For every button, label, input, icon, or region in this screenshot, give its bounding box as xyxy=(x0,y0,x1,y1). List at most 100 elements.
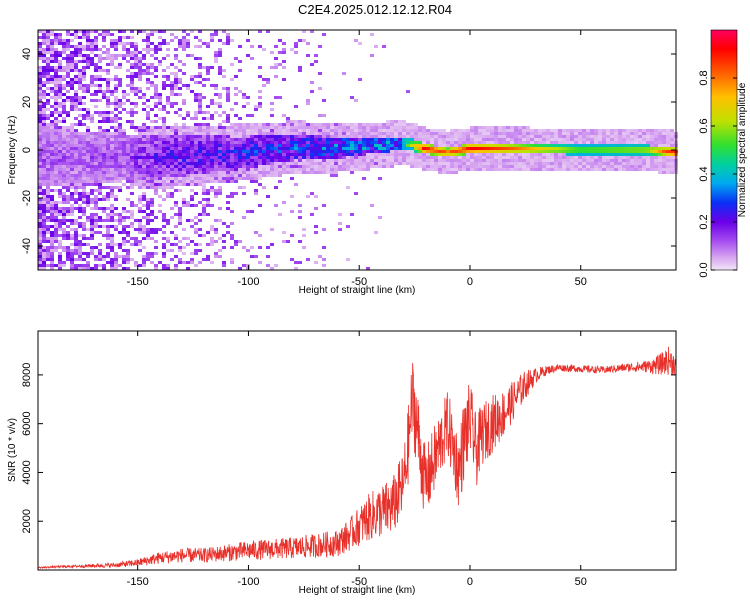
heatmap-cell xyxy=(618,132,622,135)
heatmap-cell xyxy=(282,141,286,144)
heatmap-cell xyxy=(42,30,46,33)
heatmap-cell xyxy=(146,33,150,36)
heatmap-cell xyxy=(114,264,118,267)
heatmap-cell xyxy=(266,132,270,135)
heatmap-cell xyxy=(218,165,222,168)
heatmap-cell xyxy=(194,168,198,171)
heatmap-cell xyxy=(70,54,74,57)
heatmap-cell xyxy=(54,153,58,156)
heatmap-cell xyxy=(138,63,142,66)
heatmap-cell xyxy=(166,132,170,135)
heatmap-cell xyxy=(126,111,130,114)
heatmap-cell xyxy=(90,168,94,171)
heatmap-cell xyxy=(554,156,558,159)
heatmap-cell xyxy=(466,129,470,132)
heatmap-cell xyxy=(46,144,50,147)
heatmap-cell xyxy=(178,162,182,165)
heatmap-cell xyxy=(74,228,78,231)
heatmap-cell xyxy=(666,144,670,147)
heatmap-cell xyxy=(518,150,522,153)
heatmap-cell xyxy=(74,267,78,270)
heatmap-cell xyxy=(298,129,302,132)
heatmap-cell xyxy=(502,138,506,141)
heatmap-cell xyxy=(274,75,278,78)
heatmap-cell xyxy=(114,141,118,144)
heatmap-cell xyxy=(46,30,50,33)
heatmap-cell xyxy=(666,150,670,153)
heatmap-cell xyxy=(126,258,130,261)
heatmap-cell xyxy=(486,162,490,165)
heatmap-cell xyxy=(114,261,118,264)
heatmap-cell xyxy=(158,144,162,147)
heatmap-cell xyxy=(314,171,318,174)
heatmap-cell xyxy=(42,267,46,270)
heatmap-cell xyxy=(138,219,142,222)
heatmap-cell xyxy=(498,147,502,150)
heatmap-cell xyxy=(486,153,490,156)
heatmap-cell xyxy=(574,168,578,171)
heatmap-cell xyxy=(514,132,518,135)
heatmap-cell xyxy=(158,210,162,213)
heatmap-cell xyxy=(478,165,482,168)
heatmap-cell xyxy=(98,99,102,102)
heatmap-cell xyxy=(58,36,62,39)
heatmap-cell xyxy=(550,165,554,168)
heatmap-cell xyxy=(238,153,242,156)
heatmap-cell xyxy=(518,153,522,156)
heatmap-cell xyxy=(90,153,94,156)
heatmap-cell xyxy=(190,141,194,144)
heatmap-cell xyxy=(634,153,638,156)
heatmap-cell xyxy=(186,261,190,264)
heatmap-cell xyxy=(70,192,74,195)
heatmap-cell xyxy=(230,141,234,144)
heatmap-cell xyxy=(82,198,86,201)
heatmap-cell xyxy=(350,129,354,132)
heatmap-cell xyxy=(434,147,438,150)
heatmap-cell xyxy=(134,243,138,246)
heatmap-cell xyxy=(150,177,154,180)
heatmap-cell xyxy=(190,78,194,81)
heatmap-cell xyxy=(290,120,294,123)
heatmap-cell xyxy=(198,57,202,60)
heatmap-cell xyxy=(614,165,618,168)
heatmap-cell xyxy=(62,117,66,120)
heatmap-cell xyxy=(62,135,66,138)
heatmap-cell xyxy=(138,168,142,171)
heatmap-cell xyxy=(46,249,50,252)
heatmap-cell xyxy=(154,45,158,48)
heatmap-cell xyxy=(486,138,490,141)
heatmap-cell xyxy=(78,234,82,237)
heatmap-cell xyxy=(110,159,114,162)
heatmap-cell xyxy=(482,144,486,147)
heatmap-cell xyxy=(54,117,58,120)
heatmap-cell xyxy=(54,237,58,240)
heatmap-cell xyxy=(82,78,86,81)
heatmap-cell xyxy=(46,69,50,72)
heatmap-cell xyxy=(102,78,106,81)
heatmap-cell xyxy=(162,39,166,42)
heatmap-cell xyxy=(102,174,106,177)
heatmap-cell xyxy=(506,135,510,138)
heatmap-cell xyxy=(126,249,130,252)
snr-y-axis-title: SNR (10 * v/v) xyxy=(7,418,18,482)
heatmap-cell xyxy=(210,171,214,174)
heatmap-cell xyxy=(146,105,150,108)
heatmap-cell xyxy=(50,201,54,204)
heatmap-cell xyxy=(158,168,162,171)
heatmap-cell xyxy=(74,201,78,204)
heatmap-cell xyxy=(266,126,270,129)
heatmap-cell xyxy=(58,126,62,129)
x-tick-label: -100 xyxy=(237,576,259,588)
heatmap-cell xyxy=(254,192,258,195)
heatmap-cell xyxy=(226,174,230,177)
heatmap-cell xyxy=(322,135,326,138)
heatmap-cell xyxy=(38,93,42,96)
heatmap-cell xyxy=(274,66,278,69)
heatmap-cell xyxy=(154,126,158,129)
heatmap-cell xyxy=(110,249,114,252)
heatmap-cell xyxy=(50,162,54,165)
heatmap-cell xyxy=(230,234,234,237)
heatmap-cell xyxy=(182,153,186,156)
heatmap-cell xyxy=(158,96,162,99)
heatmap-cell xyxy=(326,165,330,168)
